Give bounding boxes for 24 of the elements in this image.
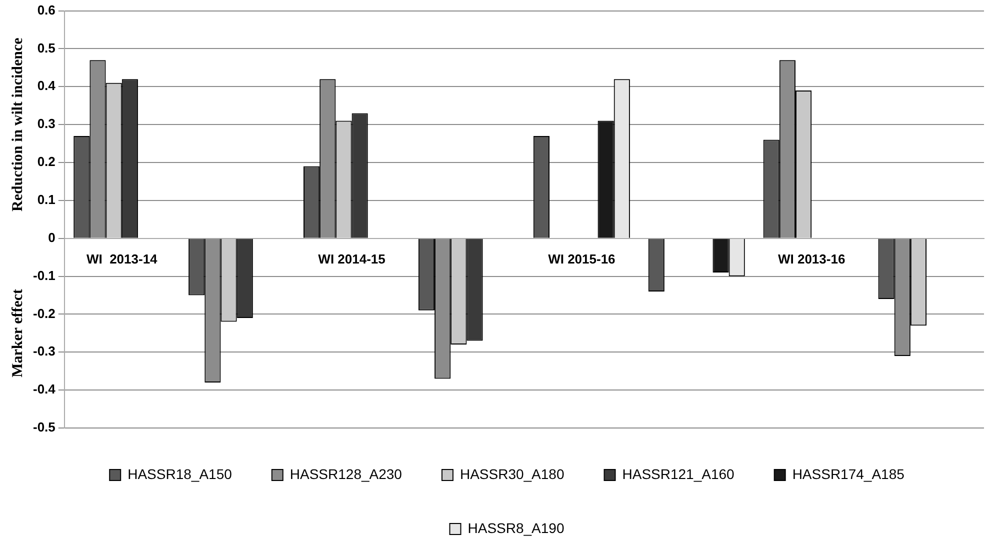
y-tick-label: -0.1 bbox=[32, 268, 56, 283]
legend-label: HASSR18_A150 bbox=[128, 466, 232, 482]
y-tick-label: 0.4 bbox=[37, 78, 56, 94]
y-tick-label: 0.6 bbox=[37, 2, 56, 18]
y-axis-title: Reduction in wilt incidence bbox=[10, 37, 26, 212]
legend-label: HASSR128_A230 bbox=[290, 466, 402, 482]
x-tick-label: WI 2014-15 bbox=[318, 252, 386, 267]
y-tick-label: -0.3 bbox=[32, 344, 56, 359]
legend-label: HASSR30_A180 bbox=[460, 466, 564, 482]
x-tick-label: WI 2015-16 bbox=[548, 252, 616, 267]
y-tick-label: -0.5 bbox=[32, 420, 56, 435]
y-tick-label: 0.3 bbox=[37, 116, 56, 132]
y-tick-label: 0.2 bbox=[37, 154, 56, 170]
y-tick-label: 0.5 bbox=[37, 40, 56, 56]
y-tick-label: -0.4 bbox=[32, 382, 56, 397]
y-tick-label: 0 bbox=[48, 230, 56, 245]
text: Marker effect bbox=[10, 288, 26, 378]
legend-label: HASSR174_A185 bbox=[792, 466, 905, 482]
legend-label: HASSR121_A160 bbox=[622, 466, 735, 482]
x-tick-label: WI 2013-16 bbox=[778, 252, 846, 267]
x-tick-label: WI 2013-14 bbox=[86, 252, 158, 267]
y-tick-label: -0.2 bbox=[32, 306, 56, 321]
legend-label: HASSR8_A190 bbox=[468, 520, 564, 536]
y-tick-label: 0.1 bbox=[37, 192, 56, 208]
